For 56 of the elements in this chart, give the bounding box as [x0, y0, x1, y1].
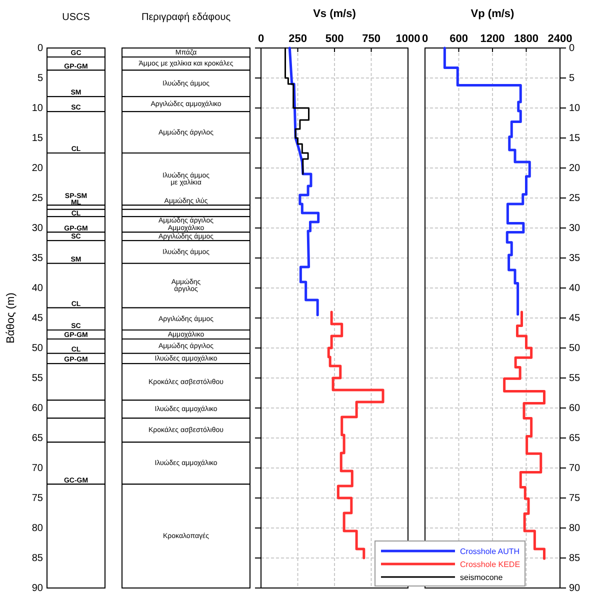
y-tick-label: 90	[569, 583, 581, 594]
x-tick-label: 600	[450, 33, 468, 45]
y-tick-label: 80	[32, 523, 44, 534]
x-tick-label: Περιγραφή εδάφους	[141, 12, 231, 23]
y-tick-label: 55	[569, 373, 581, 384]
y-tick-label: 30	[569, 223, 581, 234]
y-tick-label: 0	[569, 43, 575, 54]
y-tick-label: 85	[569, 553, 581, 564]
y-tick-label: 25	[569, 193, 581, 204]
x-tick-label: 1000	[396, 33, 420, 45]
y-tick-label: 35	[569, 253, 581, 264]
y-tick-label: 85	[32, 553, 44, 564]
y-tick-label: 45	[32, 313, 44, 324]
y-tick-label: 45	[569, 313, 581, 324]
text: Crosshole KEDE	[460, 560, 520, 569]
y-tick-label: 15	[32, 133, 44, 144]
y-tick-label: 60	[569, 403, 581, 414]
x-tick-label: 2400	[548, 33, 572, 45]
y-tick-label: 15	[569, 133, 581, 144]
y-tick-label: 65	[569, 433, 581, 444]
y-tick-label: 40	[569, 283, 581, 294]
y-tick-label: 20	[32, 163, 44, 174]
y-tick-label: 65	[32, 433, 44, 444]
y-tick-label: 55	[32, 373, 44, 384]
y-tick-label: 90	[32, 583, 44, 594]
x-tick-label: 500	[325, 33, 344, 45]
y-tick-label: 70	[569, 463, 581, 474]
x-tick-label: 250	[288, 33, 307, 45]
y-tick-label: 75	[569, 493, 581, 504]
y-tick-label: 70	[32, 463, 44, 474]
y-tick-label: 80	[569, 523, 581, 534]
y-tick-label: 30	[32, 223, 44, 234]
y-tick-label: 60	[32, 403, 44, 414]
x-axis-title: Vs (m/s)	[313, 8, 356, 20]
x-tick-label: 750	[362, 33, 380, 45]
text: seismocone	[460, 573, 504, 582]
y-tick-label: 40	[32, 283, 44, 294]
y-tick-label: 10	[569, 103, 581, 114]
text: Crosshole AUTH	[460, 547, 520, 556]
y-tick-label: 35	[32, 253, 44, 264]
x-axis-title: Vp (m/s)	[470, 8, 515, 20]
y-tick-label: 10	[32, 103, 44, 114]
y-tick-label: 25	[32, 193, 44, 204]
x-tick-label: USCS	[62, 12, 90, 23]
x-tick-label: 1200	[480, 33, 505, 45]
x-tick-label: 1800	[514, 33, 538, 45]
y-tick-label: 50	[32, 343, 44, 354]
y-tick-label: 75	[32, 493, 44, 504]
y-tick-label: 5	[37, 73, 44, 84]
y-tick-label: 0	[37, 43, 44, 54]
y-axis-title: Βάθος (m)	[5, 292, 17, 344]
y-tick-label: 50	[569, 343, 581, 354]
y-tick-label: 5	[569, 73, 575, 84]
x-tick-label: 0	[422, 33, 428, 45]
x-tick-label: 0	[258, 33, 264, 45]
y-tick-label: 20	[569, 163, 581, 174]
